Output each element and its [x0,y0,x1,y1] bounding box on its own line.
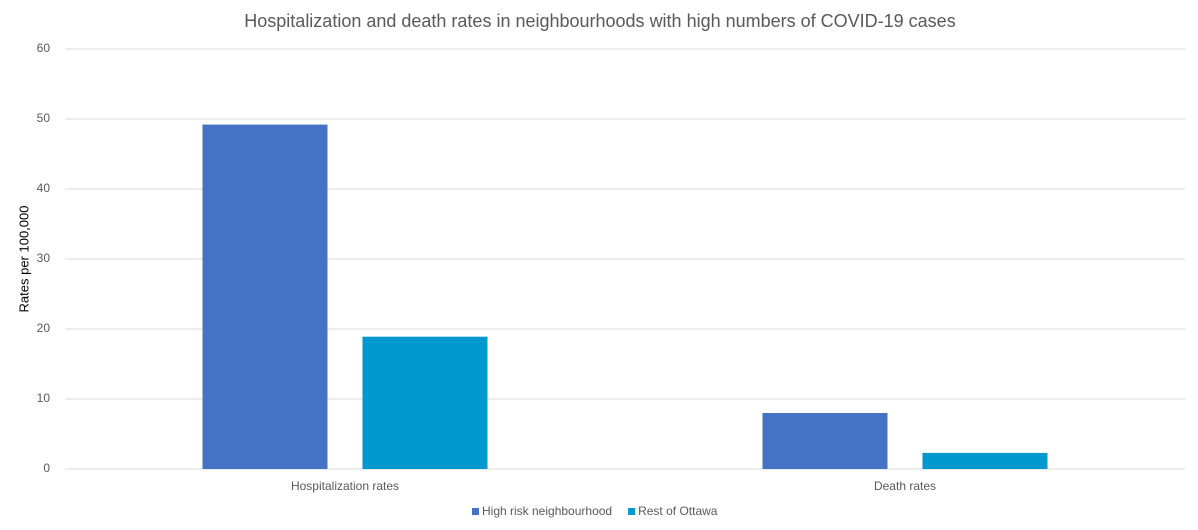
legend-label: Rest of Ottawa [638,504,718,518]
bar [922,452,1048,469]
legend-label: High risk neighbourhood [482,504,612,518]
y-tick-label: 60 [37,41,51,55]
legend-swatch [628,508,636,515]
bar [762,413,888,469]
y-tick-label: 30 [37,251,51,265]
y-tick-label: 50 [37,111,51,125]
bar [202,124,328,469]
bar [362,336,488,469]
y-tick-label: 20 [37,321,51,335]
y-tick-label: 40 [37,181,51,195]
legend-swatch [472,508,479,515]
x-tick-label: Hospitalization rates [291,479,399,493]
y-tick-label: 10 [37,391,51,405]
y-tick-label: 0 [43,461,50,475]
chart-title: Hospitalization and death rates in neigh… [244,11,955,31]
x-tick-label: Death rates [874,479,936,493]
y-axis-label: Rates per 100,000 [16,206,31,313]
